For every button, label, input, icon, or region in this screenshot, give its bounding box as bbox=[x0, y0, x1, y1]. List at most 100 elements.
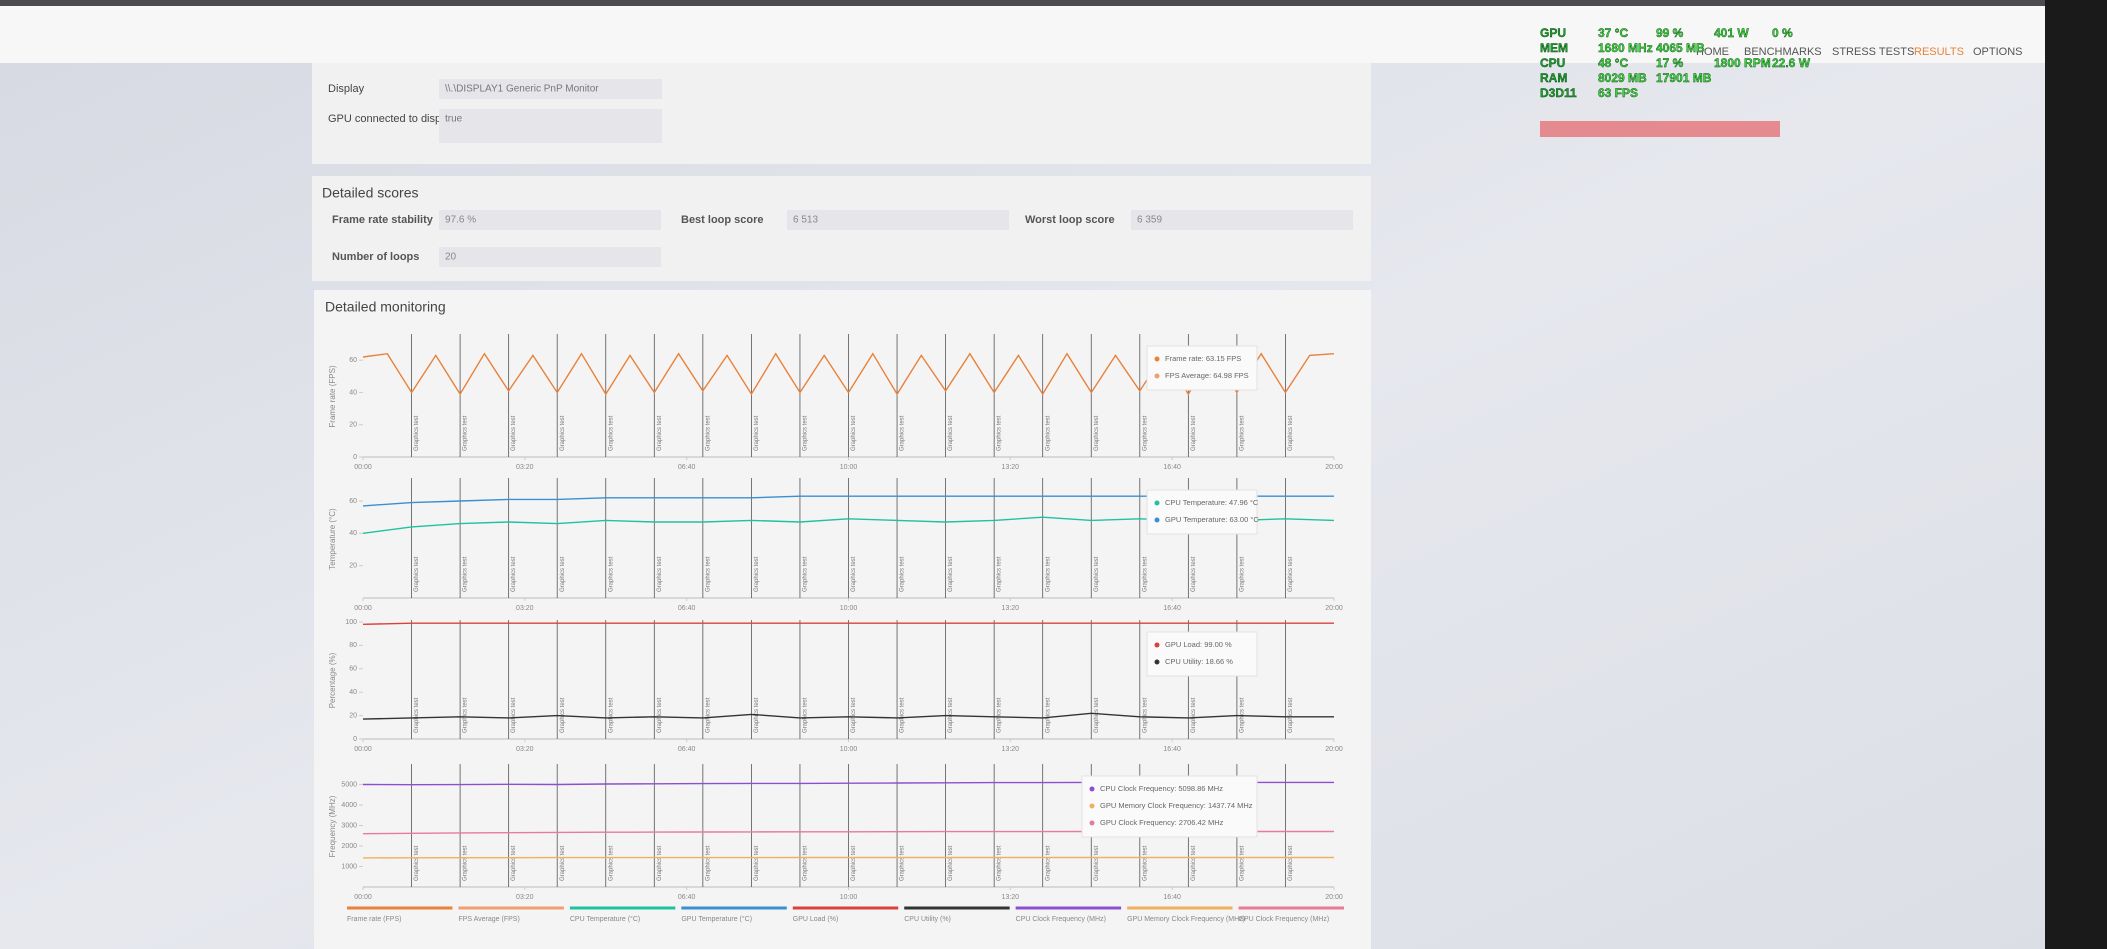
osd-text: 8029 MB bbox=[1598, 71, 1647, 85]
legend-label[interactable]: GPU Load (%) bbox=[793, 916, 839, 923]
y-tick-label: 80 bbox=[349, 642, 357, 649]
x-tick-label: 10:00 bbox=[840, 464, 858, 471]
legend-label[interactable]: CPU Temperature (°C) bbox=[570, 915, 640, 923]
osd-text: RAM bbox=[1540, 71, 1567, 85]
loop-marker-label: Graphics test bbox=[1288, 415, 1294, 451]
loop-marker-label: Graphics test bbox=[1094, 415, 1100, 451]
loop-marker-label: Graphics test bbox=[1045, 415, 1051, 451]
info-box bbox=[439, 79, 662, 99]
legend-label[interactable]: GPU Temperature (°C) bbox=[681, 915, 752, 923]
y-axis-label: Frequency (MHz) bbox=[328, 795, 337, 857]
loop-marker-label: Graphics test bbox=[997, 415, 1003, 451]
loop-marker-label: Graphics test bbox=[803, 845, 809, 881]
loop-marker-label: Graphics test bbox=[511, 697, 517, 733]
osd-text: 22.6 W bbox=[1772, 56, 1811, 70]
x-tick-label: 16:40 bbox=[1163, 894, 1181, 901]
loop-marker-label: Graphics test bbox=[1239, 415, 1245, 451]
legend-label[interactable]: CPU Clock Frequency (MHz) bbox=[1016, 916, 1106, 923]
x-tick-label: 06:40 bbox=[678, 746, 696, 753]
loop-marker-label: Graphics test bbox=[1288, 845, 1294, 881]
tooltip-dot bbox=[1154, 356, 1160, 362]
nav-item[interactable]: OPTIONS bbox=[1973, 46, 2023, 58]
x-tick-label: 06:40 bbox=[678, 464, 696, 471]
tooltip-dot bbox=[1154, 373, 1160, 379]
x-tick-label: 20:00 bbox=[1325, 894, 1343, 901]
x-tick-label: 16:40 bbox=[1163, 605, 1181, 612]
tooltip-text: Frame rate: 63.15 FPS bbox=[1165, 354, 1241, 363]
loop-marker-label: Graphics test bbox=[705, 415, 711, 451]
x-tick-label: 10:00 bbox=[840, 894, 858, 901]
nav-item[interactable]: BENCHMARKS bbox=[1744, 46, 1822, 58]
loop-marker-label: Graphics test bbox=[1191, 845, 1197, 881]
tooltip-text: GPU Temperature: 63.00 °C bbox=[1165, 515, 1259, 524]
loop-marker-label: Graphics test bbox=[851, 415, 857, 451]
tooltip bbox=[1081, 775, 1258, 838]
osd-text: 48 °C bbox=[1598, 56, 1628, 70]
x-tick-label: 03:20 bbox=[516, 605, 534, 612]
x-tick-label: 16:40 bbox=[1163, 464, 1181, 471]
y-tick-label: 5000 bbox=[341, 781, 357, 788]
y-tick-label: 60 bbox=[349, 666, 357, 673]
y-tick-label: 1000 bbox=[341, 863, 357, 870]
legend-label[interactable]: Frame rate (FPS) bbox=[347, 916, 401, 923]
y-tick-label: 60 bbox=[349, 498, 357, 505]
legend-label[interactable]: CPU Utility (%) bbox=[904, 916, 951, 923]
x-tick-label: 20:00 bbox=[1325, 464, 1343, 471]
top-bar bbox=[0, 0, 2107, 63]
tooltip-dot bbox=[1154, 500, 1160, 506]
loop-marker-label: Graphics test bbox=[463, 845, 469, 881]
y-tick-label: 0 bbox=[353, 736, 357, 743]
nav-item[interactable]: HOME bbox=[1696, 46, 1729, 58]
nav-item[interactable]: STRESS TESTS bbox=[1832, 46, 1914, 58]
y-tick-label: 3000 bbox=[341, 822, 357, 829]
legend-label[interactable]: FPS Average (FPS) bbox=[458, 916, 519, 923]
x-tick-label: 13:20 bbox=[1002, 464, 1020, 471]
loop-marker-label: Graphics test bbox=[560, 845, 566, 881]
x-tick-label: 03:20 bbox=[516, 894, 534, 901]
tooltip-text: CPU Utility: 18.66 % bbox=[1165, 657, 1233, 666]
tooltip-text: CPU Temperature: 47.96 °C bbox=[1165, 498, 1259, 507]
x-tick-label: 00:00 bbox=[354, 746, 372, 753]
info-label: Display bbox=[328, 83, 365, 95]
nav-item[interactable]: RESULTS bbox=[1914, 46, 1964, 58]
info-value: true bbox=[445, 114, 463, 125]
score-label: Number of loops bbox=[332, 251, 419, 263]
legend-label[interactable]: GPU Clock Frequency (MHz) bbox=[1239, 916, 1330, 923]
osd-text: GPU bbox=[1540, 26, 1566, 40]
osd-text: 63 FPS bbox=[1598, 86, 1638, 100]
osd-text: 17 % bbox=[1656, 56, 1684, 70]
y-axis-label: Temperature (°C) bbox=[328, 508, 337, 570]
loop-marker-label: Graphics test bbox=[414, 697, 420, 733]
score-box bbox=[1131, 210, 1353, 230]
tooltip-dot bbox=[1154, 642, 1160, 648]
loop-marker-label: Graphics test bbox=[803, 697, 809, 733]
x-tick-label: 10:00 bbox=[840, 605, 858, 612]
score-value: 6 513 bbox=[793, 215, 818, 226]
x-tick-label: 13:20 bbox=[1002, 746, 1020, 753]
y-tick-label: 40 bbox=[349, 389, 357, 396]
loop-marker-label: Graphics test bbox=[900, 415, 906, 451]
y-tick-label: 40 bbox=[349, 530, 357, 537]
loop-marker-label: Graphics test bbox=[1094, 845, 1100, 881]
tooltip-dot bbox=[1089, 786, 1095, 792]
loop-marker-label: Graphics test bbox=[414, 415, 420, 451]
series-line bbox=[362, 622, 1334, 625]
tooltip-dot bbox=[1089, 820, 1095, 826]
legend-label[interactable]: GPU Memory Clock Frequency (MHz) bbox=[1127, 916, 1245, 923]
loop-marker-label: Graphics test bbox=[1142, 556, 1148, 592]
loop-marker-label: Graphics test bbox=[608, 697, 614, 733]
osd-text: 0 % bbox=[1772, 26, 1793, 40]
osd-text: 4065 MB bbox=[1656, 41, 1705, 55]
loop-marker-label: Graphics test bbox=[608, 845, 614, 881]
tooltip-text: CPU Clock Frequency: 5098.86 MHz bbox=[1100, 784, 1223, 793]
loop-marker-label: Graphics test bbox=[948, 415, 954, 451]
loop-marker-label: Graphics test bbox=[948, 556, 954, 592]
loop-marker-label: Graphics test bbox=[997, 697, 1003, 733]
osd-text: D3D11 bbox=[1540, 86, 1577, 100]
y-axis-label: Frame rate (FPS) bbox=[328, 365, 337, 428]
loop-marker-label: Graphics test bbox=[1094, 697, 1100, 733]
loop-marker-label: Graphics test bbox=[657, 556, 663, 592]
loop-marker-label: Graphics test bbox=[1045, 556, 1051, 592]
loop-marker-label: Graphics test bbox=[414, 845, 420, 881]
